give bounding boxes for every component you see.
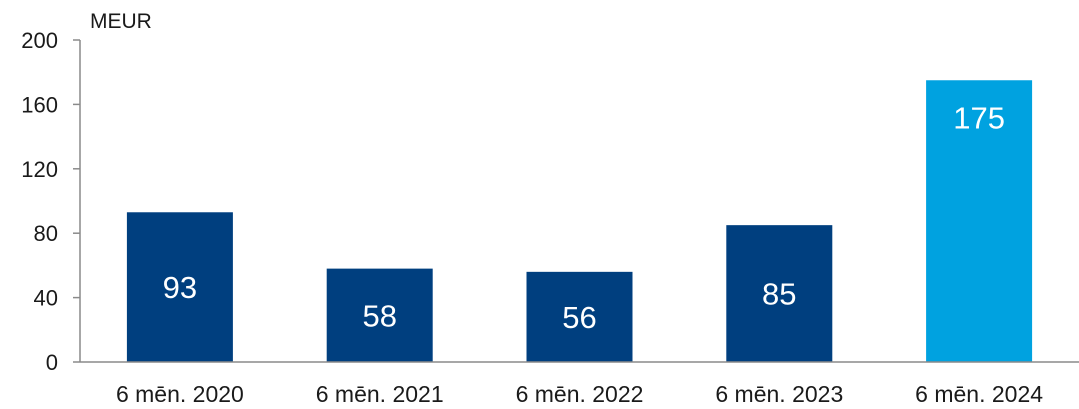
bar-4: [926, 80, 1033, 362]
bar-value-labels: 93 58 56 85 175: [163, 100, 1005, 335]
x-axis-category-labels: 6 mēn. 2020 6 mēn. 2021 6 mēn. 2022 6 mēn. …: [116, 381, 1043, 407]
y-tick-label: 200: [21, 28, 58, 53]
y-tick-label: 40: [34, 286, 58, 311]
bar-value-label-4: 175: [953, 100, 1005, 135]
bar-3: [726, 225, 833, 362]
x-category-label-2: 6 mēn. 2022: [516, 381, 644, 407]
y-tick-label: 120: [21, 157, 58, 182]
bar-value-label-0: 93: [163, 270, 197, 305]
y-tick-label: 160: [21, 92, 58, 117]
y-tick-label: 80: [34, 221, 58, 246]
y-axis-unit-label: MEUR: [90, 10, 152, 33]
bar-0: [126, 212, 233, 362]
bar-1: [326, 268, 433, 362]
x-category-label-4: 6 mēn. 2024: [915, 381, 1043, 407]
bars: [126, 80, 1033, 362]
bar-value-label-3: 85: [762, 277, 796, 312]
x-category-label-3: 6 mēn. 2023: [715, 381, 843, 407]
bar-value-label-2: 56: [562, 300, 596, 335]
bar-value-label-1: 58: [362, 298, 396, 333]
x-category-label-0: 6 mēn. 2020: [116, 381, 244, 407]
bar-2: [526, 271, 633, 362]
y-tick-label: 0: [46, 350, 58, 375]
x-category-label-1: 6 mēn. 2021: [316, 381, 444, 407]
y-axis-ticks: 0 40 80 120 160 200: [21, 28, 80, 375]
